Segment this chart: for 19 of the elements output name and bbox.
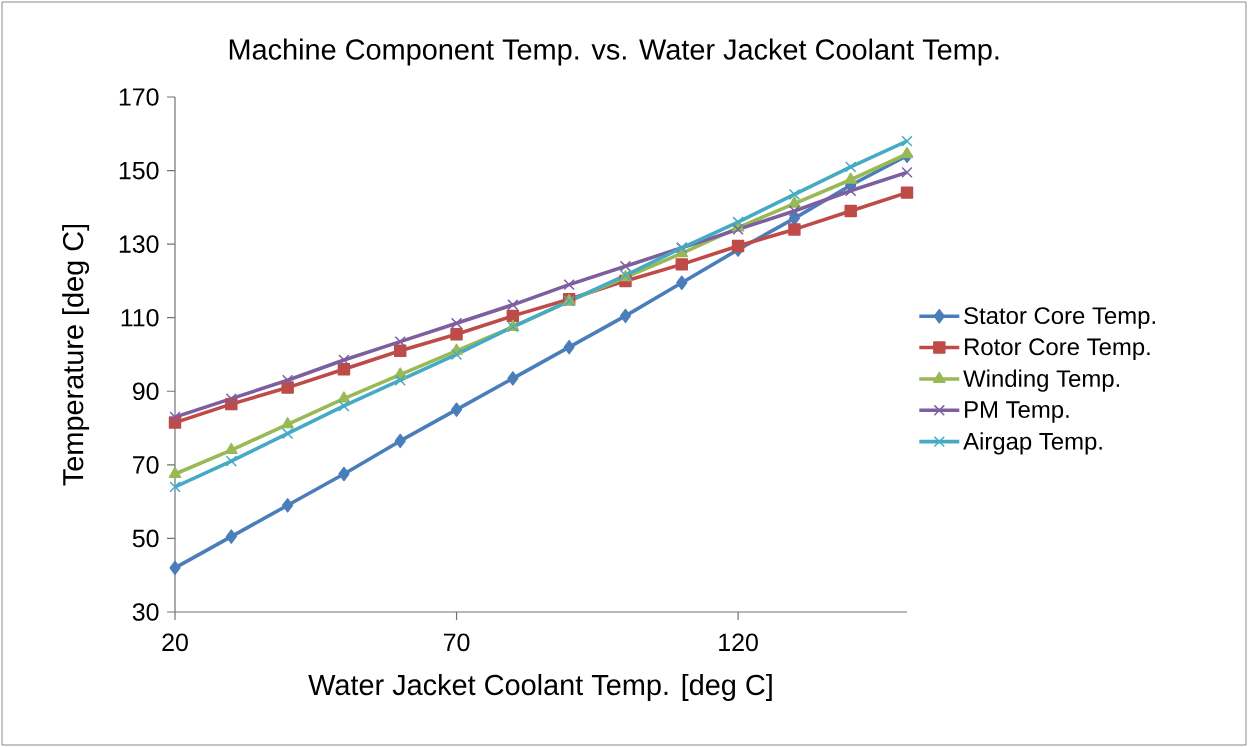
y-tick-label: 30 <box>132 603 159 621</box>
legend-label: Airgap Temp. <box>963 432 1102 455</box>
y-tick-label: 110 <box>121 308 159 327</box>
y-tick-label: 170 <box>119 88 159 106</box>
y-axis-title: Temperature [deg C] <box>62 224 90 486</box>
x-tick-label: 70 <box>443 633 470 652</box>
y-tick-label: 130 <box>119 235 159 253</box>
legend-label: Stator Core Temp. <box>964 307 1155 329</box>
legend-label: Rotor Core Temp. <box>965 338 1150 361</box>
x-axis-title: Water Jacket Coolant Temp. [deg C] <box>308 673 772 701</box>
y-tick-label: 90 <box>132 382 159 401</box>
y-tick-label: 150 <box>119 161 159 180</box>
legend-label: PM Temp. <box>965 401 1069 423</box>
chart-title: Machine Component Temp. vs. Water Jacket Coolant Temp. <box>229 38 999 66</box>
y-tick-label: 70 <box>133 456 159 474</box>
x-tick-label: 20 <box>162 633 188 652</box>
y-tick-label: 50 <box>132 529 159 548</box>
legend-label: Winding Temp. <box>963 369 1120 392</box>
x-tick-label: 120 <box>719 633 758 652</box>
